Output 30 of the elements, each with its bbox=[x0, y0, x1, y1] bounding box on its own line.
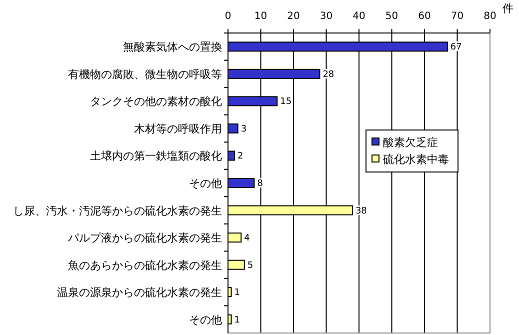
legend-label: 硫化水素中毒 bbox=[383, 153, 449, 166]
y-tick-label: し尿、汚水・汚泥等からの硫化水素の発生 bbox=[13, 204, 222, 218]
legend-label: 酸素欠乏症 bbox=[383, 136, 438, 149]
x-tick-label: 50 bbox=[385, 11, 398, 22]
data-label: 3 bbox=[240, 124, 247, 134]
y-tick-label: その他 bbox=[189, 313, 222, 326]
y-tick-label: 温泉の源泉からの硫化水素の発生 bbox=[57, 286, 222, 300]
data-label: 1 bbox=[234, 288, 240, 298]
data-label: 2 bbox=[238, 152, 244, 162]
x-tick-label: 0 bbox=[224, 11, 232, 22]
x-tick-label: 30 bbox=[320, 11, 333, 22]
x-tick-label: 40 bbox=[352, 11, 366, 22]
y-tick-label: 木材等の呼吸作用 bbox=[134, 122, 222, 136]
x-tick-label: 10 bbox=[254, 11, 268, 22]
x-tick-label: 70 bbox=[450, 11, 464, 22]
y-tick-label: 土壌内の第一鉄塩類の酸化 bbox=[90, 150, 222, 163]
y-tick-label: 有機物の腐敗、微生物の呼吸等 bbox=[68, 68, 222, 81]
y-tick-label: タンクその他の素材の酸化 bbox=[90, 95, 222, 108]
data-label: 15 bbox=[280, 97, 292, 108]
data-label: 4 bbox=[244, 234, 250, 244]
y-tick-label: 無酸素気体への置換 bbox=[123, 40, 222, 54]
y-tick-label: その他 bbox=[189, 177, 222, 190]
x-tick-label: 60 bbox=[418, 11, 431, 22]
data-label: 1 bbox=[234, 315, 240, 326]
y-tick-label: 魚のあらからの硫化水素の発生 bbox=[68, 258, 222, 272]
x-axis-title: 件 bbox=[502, 2, 514, 15]
x-tick-label: 80 bbox=[484, 11, 496, 22]
y-tick-label: パルプ液からの硫化水素の発生 bbox=[67, 232, 222, 245]
data-label: 5 bbox=[247, 260, 254, 271]
x-tick-label: 20 bbox=[287, 11, 300, 22]
